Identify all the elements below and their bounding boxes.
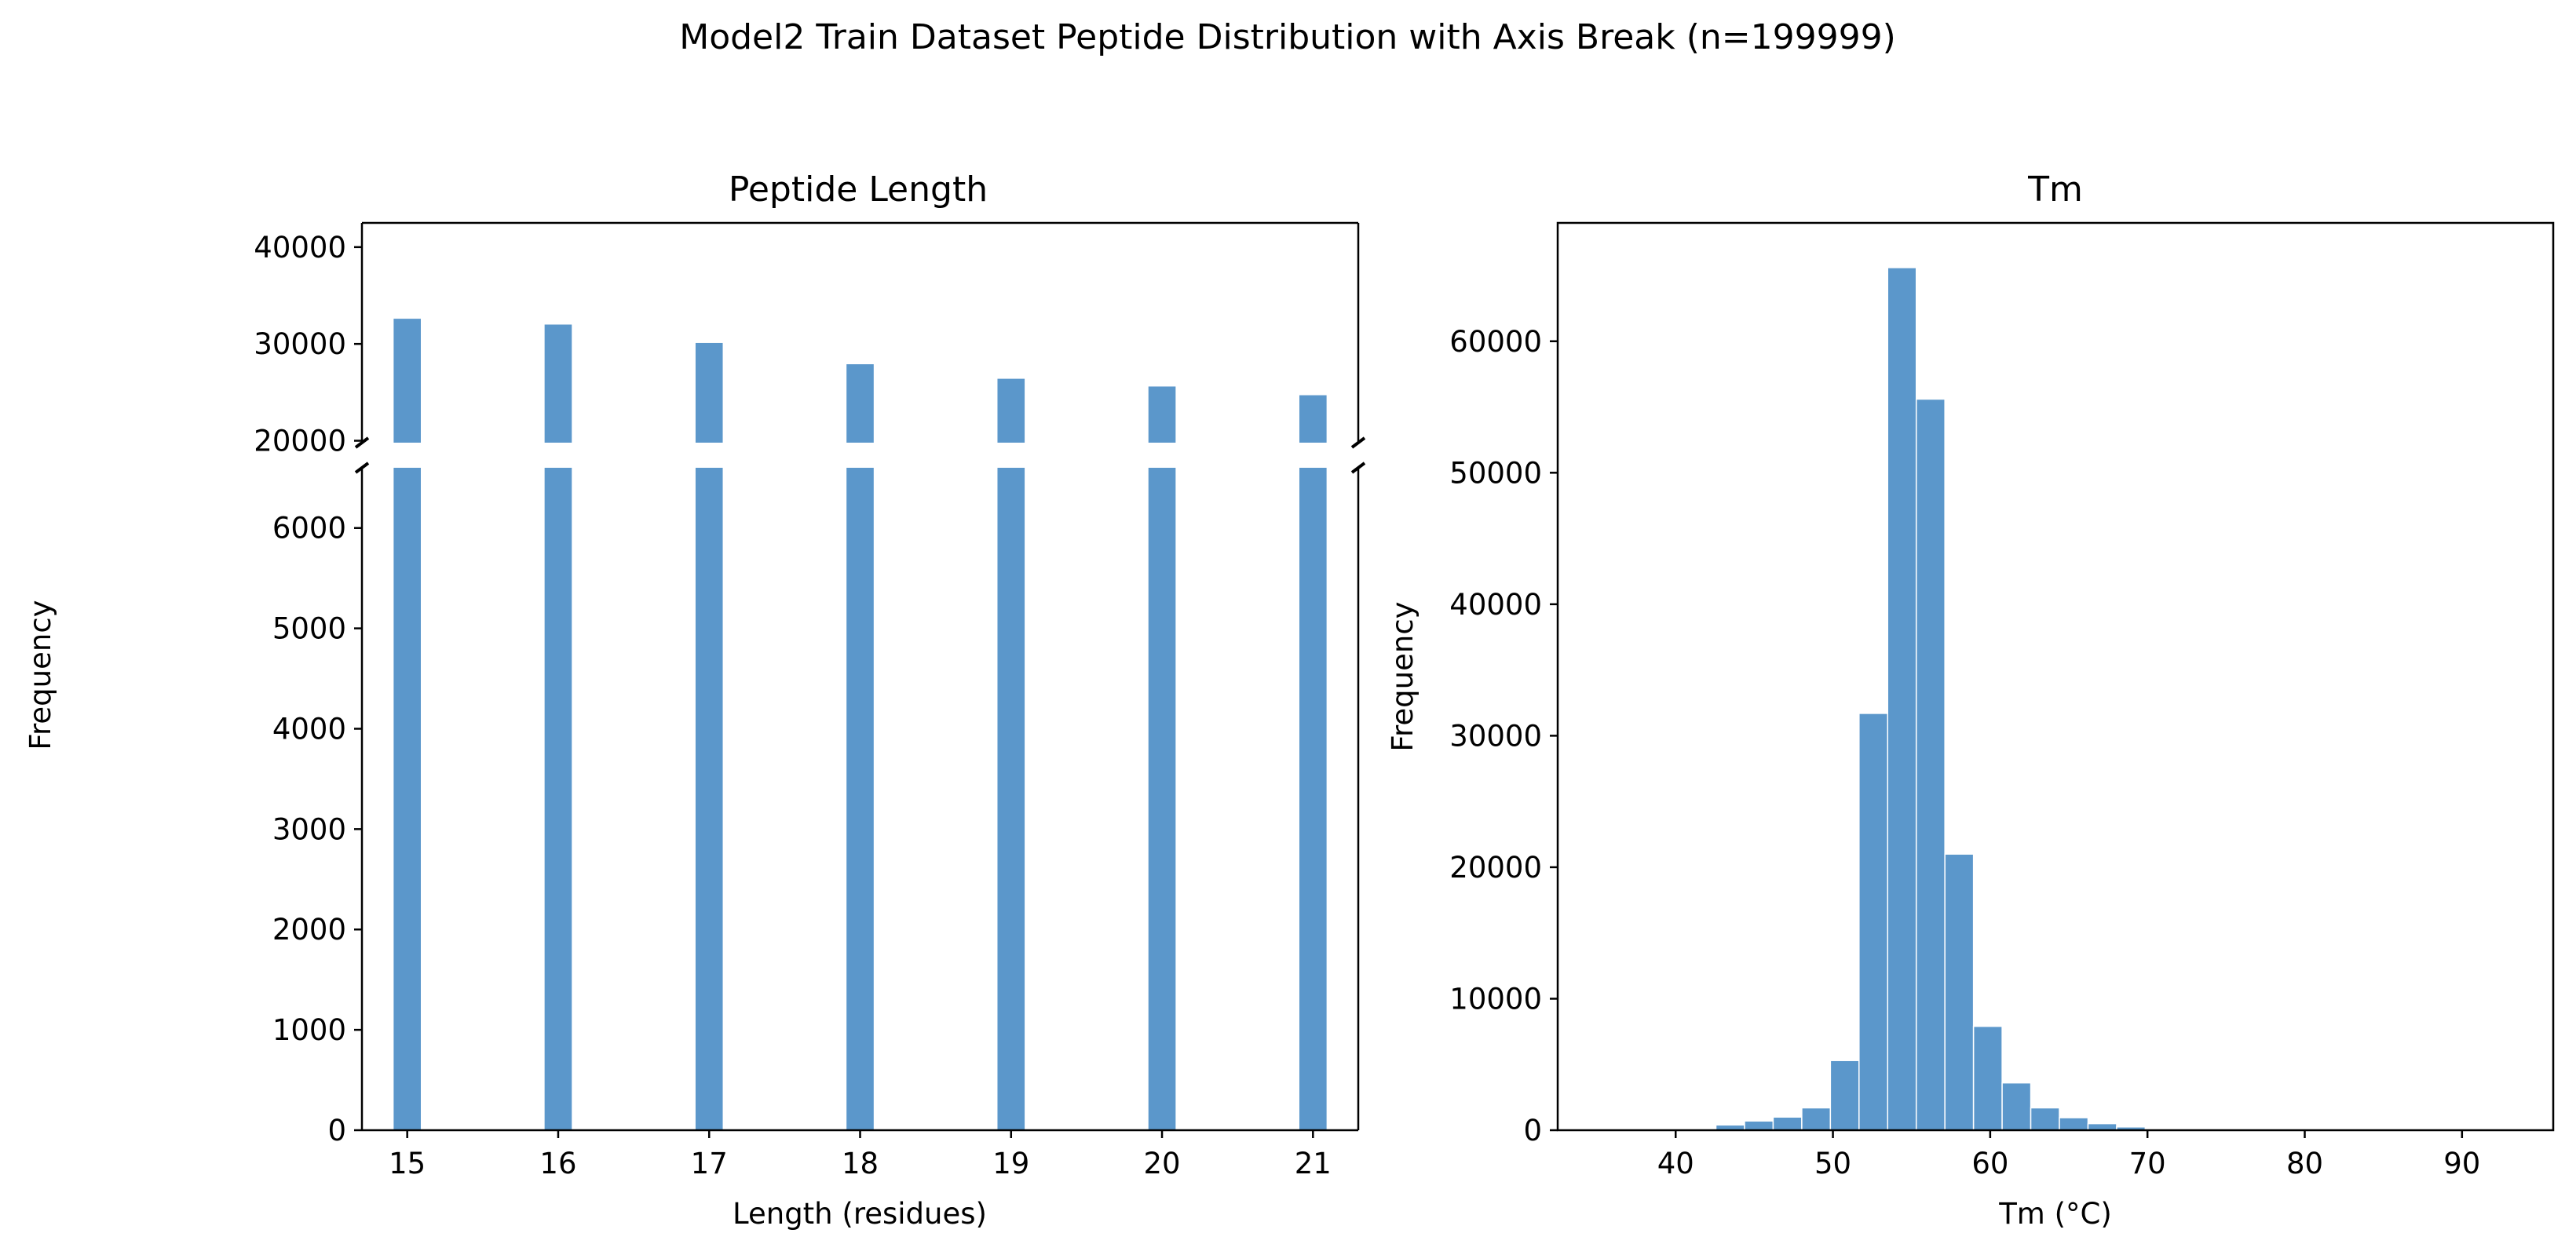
length-bar-upper: [1299, 395, 1327, 443]
tm-bars: [1600, 267, 2519, 1131]
y-tick-label: 50000: [1449, 456, 1542, 490]
y-tick-label: 30000: [1449, 719, 1542, 753]
length-x-ticks: 15 16 17 18 19 20 21: [389, 1130, 1332, 1180]
length-x-axis-label: Length (residues): [733, 1197, 987, 1231]
length-bar-lower: [846, 468, 874, 1130]
length-bar-upper: [997, 378, 1025, 443]
x-tick-label: 40: [1657, 1147, 1694, 1180]
length-bar-lower: [393, 468, 421, 1130]
length-lower-bars: [393, 468, 1327, 1130]
tm-bar: [1972, 1025, 2003, 1131]
x-tick-label: 17: [691, 1147, 728, 1180]
y-tick-label: 0: [1523, 1114, 1542, 1147]
length-upper-bars: [393, 319, 1327, 443]
length-bar-lower: [1148, 468, 1176, 1130]
x-tick-label: 80: [2286, 1147, 2323, 1180]
length-bar-upper: [695, 342, 723, 443]
tm-bar: [1801, 1107, 1832, 1131]
length-bar-lower: [544, 468, 572, 1130]
y-tick-label: 10000: [1449, 982, 1542, 1016]
length-upper-axes-frame: [360, 221, 1360, 443]
x-tick-label: 15: [389, 1147, 426, 1180]
x-tick-label: 19: [992, 1147, 1029, 1180]
x-tick-label: 90: [2443, 1147, 2480, 1180]
y-tick-label: 6000: [272, 512, 346, 545]
y-tick-label: 2000: [272, 913, 346, 947]
tm-bar: [2087, 1122, 2117, 1131]
tm-bar: [1915, 398, 1946, 1131]
length-chart: Peptide Length 20000 30000 40000 0 1000 2000…: [254, 170, 1366, 1231]
y-tick-label: 40000: [254, 231, 346, 264]
y-tick-label: 40000: [1449, 588, 1542, 622]
length-chart-title: Peptide Length: [729, 170, 988, 210]
y-tick-label: 0: [327, 1114, 346, 1147]
x-tick-label: 16: [539, 1147, 576, 1180]
tm-bar: [1887, 267, 1917, 1131]
length-upper-y-ticks: 20000 30000 40000: [254, 231, 362, 458]
length-lower-y-ticks: 0 1000 2000 3000 4000 5000 6000: [272, 512, 362, 1147]
x-tick-label: 18: [842, 1147, 879, 1180]
tm-bar: [1944, 853, 1975, 1131]
y-tick-label: 20000: [1449, 851, 1542, 885]
length-lower-axes-frame: [360, 468, 1360, 1132]
y-tick-label: 20000: [254, 425, 346, 458]
length-bar-upper: [846, 364, 874, 443]
tm-bar: [1858, 713, 1889, 1131]
tm-bar: [2001, 1082, 2032, 1131]
figure-title: Model2 Train Dataset Peptide Distributio…: [679, 17, 1896, 57]
length-bar-upper: [544, 324, 572, 443]
tm-bar: [2059, 1117, 2089, 1131]
tm-y-ticks: 0 10000 20000 30000 40000 50000 60000: [1449, 325, 1558, 1147]
y-tick-label: 30000: [254, 327, 346, 361]
x-tick-label: 60: [1971, 1147, 2008, 1180]
y-tick-label: 3000: [272, 812, 346, 846]
length-bar-lower: [1299, 468, 1327, 1130]
tm-x-axis-label: Tm (°C): [1998, 1197, 2112, 1231]
tm-chart-title: Tm: [2027, 170, 2083, 210]
x-tick-label: 20: [1143, 1147, 1180, 1180]
y-tick-label: 1000: [272, 1013, 346, 1047]
y-tick-label: 5000: [272, 612, 346, 646]
x-tick-label: 50: [1814, 1147, 1851, 1180]
x-tick-label: 21: [1295, 1147, 1332, 1180]
length-bar-lower: [997, 468, 1025, 1130]
x-tick-label: 70: [2129, 1147, 2166, 1180]
y-tick-label: 4000: [272, 712, 346, 746]
tm-bar: [1829, 1060, 1860, 1131]
length-bar-lower: [695, 468, 723, 1130]
shared-y-axis-label: Frequency: [24, 600, 57, 750]
tm-x-ticks: 40 50 60 70 80 90: [1657, 1130, 2480, 1180]
length-bar-upper: [393, 319, 421, 443]
tm-bar: [1744, 1120, 1774, 1131]
tm-y-axis-label: Frequency: [1386, 601, 1420, 751]
tm-bar: [1772, 1116, 1803, 1131]
y-tick-label: 60000: [1449, 325, 1542, 359]
tm-chart: Tm 0 10000 20000 30000 40000 50000 60000 40 50 6…: [1386, 170, 2555, 1231]
length-bar-upper: [1148, 386, 1176, 443]
tm-bar: [2030, 1107, 2060, 1131]
tm-axes-frame: [1556, 221, 2555, 1132]
axis-break-marks: [354, 436, 1366, 474]
